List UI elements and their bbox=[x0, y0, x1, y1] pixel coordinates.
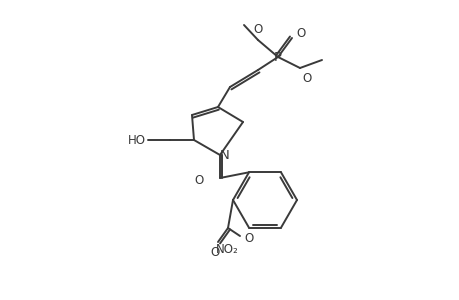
Text: O: O bbox=[243, 232, 253, 245]
Text: N: N bbox=[220, 148, 230, 161]
Text: O: O bbox=[295, 26, 305, 40]
Text: O: O bbox=[210, 246, 219, 259]
Text: NO₂: NO₂ bbox=[215, 243, 238, 256]
Text: O: O bbox=[302, 72, 311, 85]
Text: O: O bbox=[253, 23, 262, 36]
Text: HO: HO bbox=[128, 134, 146, 146]
Text: P: P bbox=[274, 50, 281, 64]
Text: O: O bbox=[194, 175, 203, 188]
